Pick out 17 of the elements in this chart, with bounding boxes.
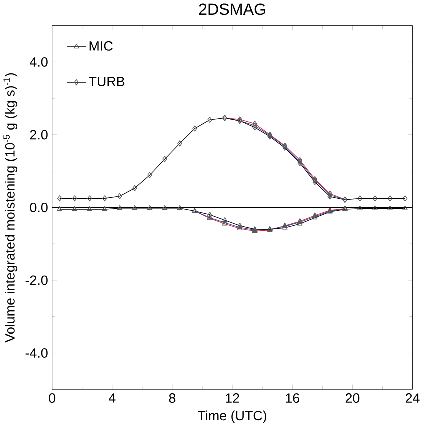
y-tick-label: -2.0: [26, 276, 48, 286]
x-tick-label: 16: [286, 394, 300, 404]
y-tick-label: 4.0: [30, 57, 48, 67]
y-tick-label: -4.0: [26, 348, 48, 358]
y-axis-title: Volume integrated moistening (10$^{-5}$ g (kg s)$^{-1}$): [4, 73, 18, 343]
legend-label: MIC: [90, 41, 113, 51]
x-tick-label: 24: [406, 394, 420, 403]
x-tick-label: 0: [49, 394, 56, 404]
x-tick-label: 20: [346, 394, 360, 404]
y-tick-label: 0.0: [30, 202, 48, 212]
y-tick-label: 2.0: [30, 130, 48, 140]
x-tick-label: 12: [226, 394, 240, 403]
chart-title: 2DSMAG: [199, 4, 266, 16]
x-tick-label: 4: [109, 394, 116, 403]
x-axis-title: Time (UTC): [198, 410, 267, 424]
legend-label: TURB: [89, 77, 125, 86]
x-tick-label: 8: [169, 394, 176, 404]
